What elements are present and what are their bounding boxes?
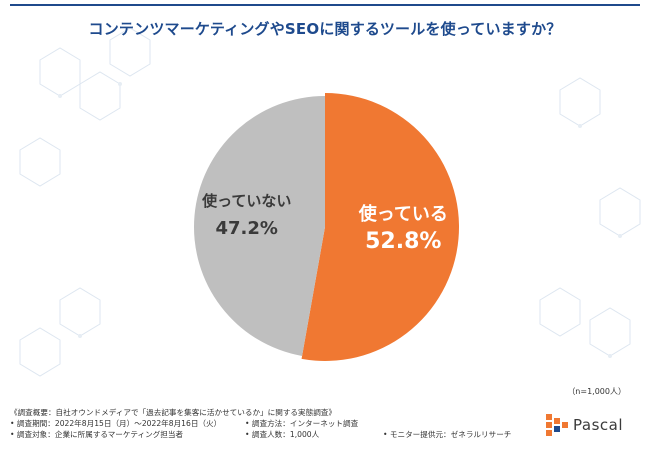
survey-period: • 調査期間：2022年8月15日（月）〜2022年8月16日（火） [10, 419, 222, 428]
slice-label: 使っている [358, 204, 448, 225]
top-rule [10, 4, 640, 6]
survey-footer: 《調査概要：自社オウンドメディアで「過去記事を集客に活かせているか」に関する実態… [10, 407, 511, 440]
pascal-logo-text: Pascal [573, 416, 623, 434]
sample-size-note: （n=1,000人） [567, 387, 626, 396]
survey-method: • 調査方法：インターネット調査 [245, 419, 359, 428]
pascal-logo-icon [546, 414, 568, 436]
survey-count: • 調査人数：1,000人 [245, 430, 320, 439]
slice-label: 使っていない [201, 192, 291, 210]
survey-target: • 調査対象：企業に所属するマーケティング担当者 [10, 430, 184, 439]
pascal-logo: Pascal [546, 414, 623, 436]
chart-title: コンテンツマーケティングやSEOに関するツールを使っていますか？ [88, 20, 562, 38]
slice-value-label: 52.8% [365, 229, 441, 254]
survey-summary: 《調査概要：自社オウンドメディアで「過去記事を集客に活かせているか」に関する実態… [10, 408, 336, 417]
survey-provider: • モニター提供元：ゼネラルリサーチ [383, 430, 512, 439]
slice-value-label: 47.2% [215, 218, 277, 239]
pie-slice [193, 96, 325, 356]
pie-slice [301, 93, 460, 361]
